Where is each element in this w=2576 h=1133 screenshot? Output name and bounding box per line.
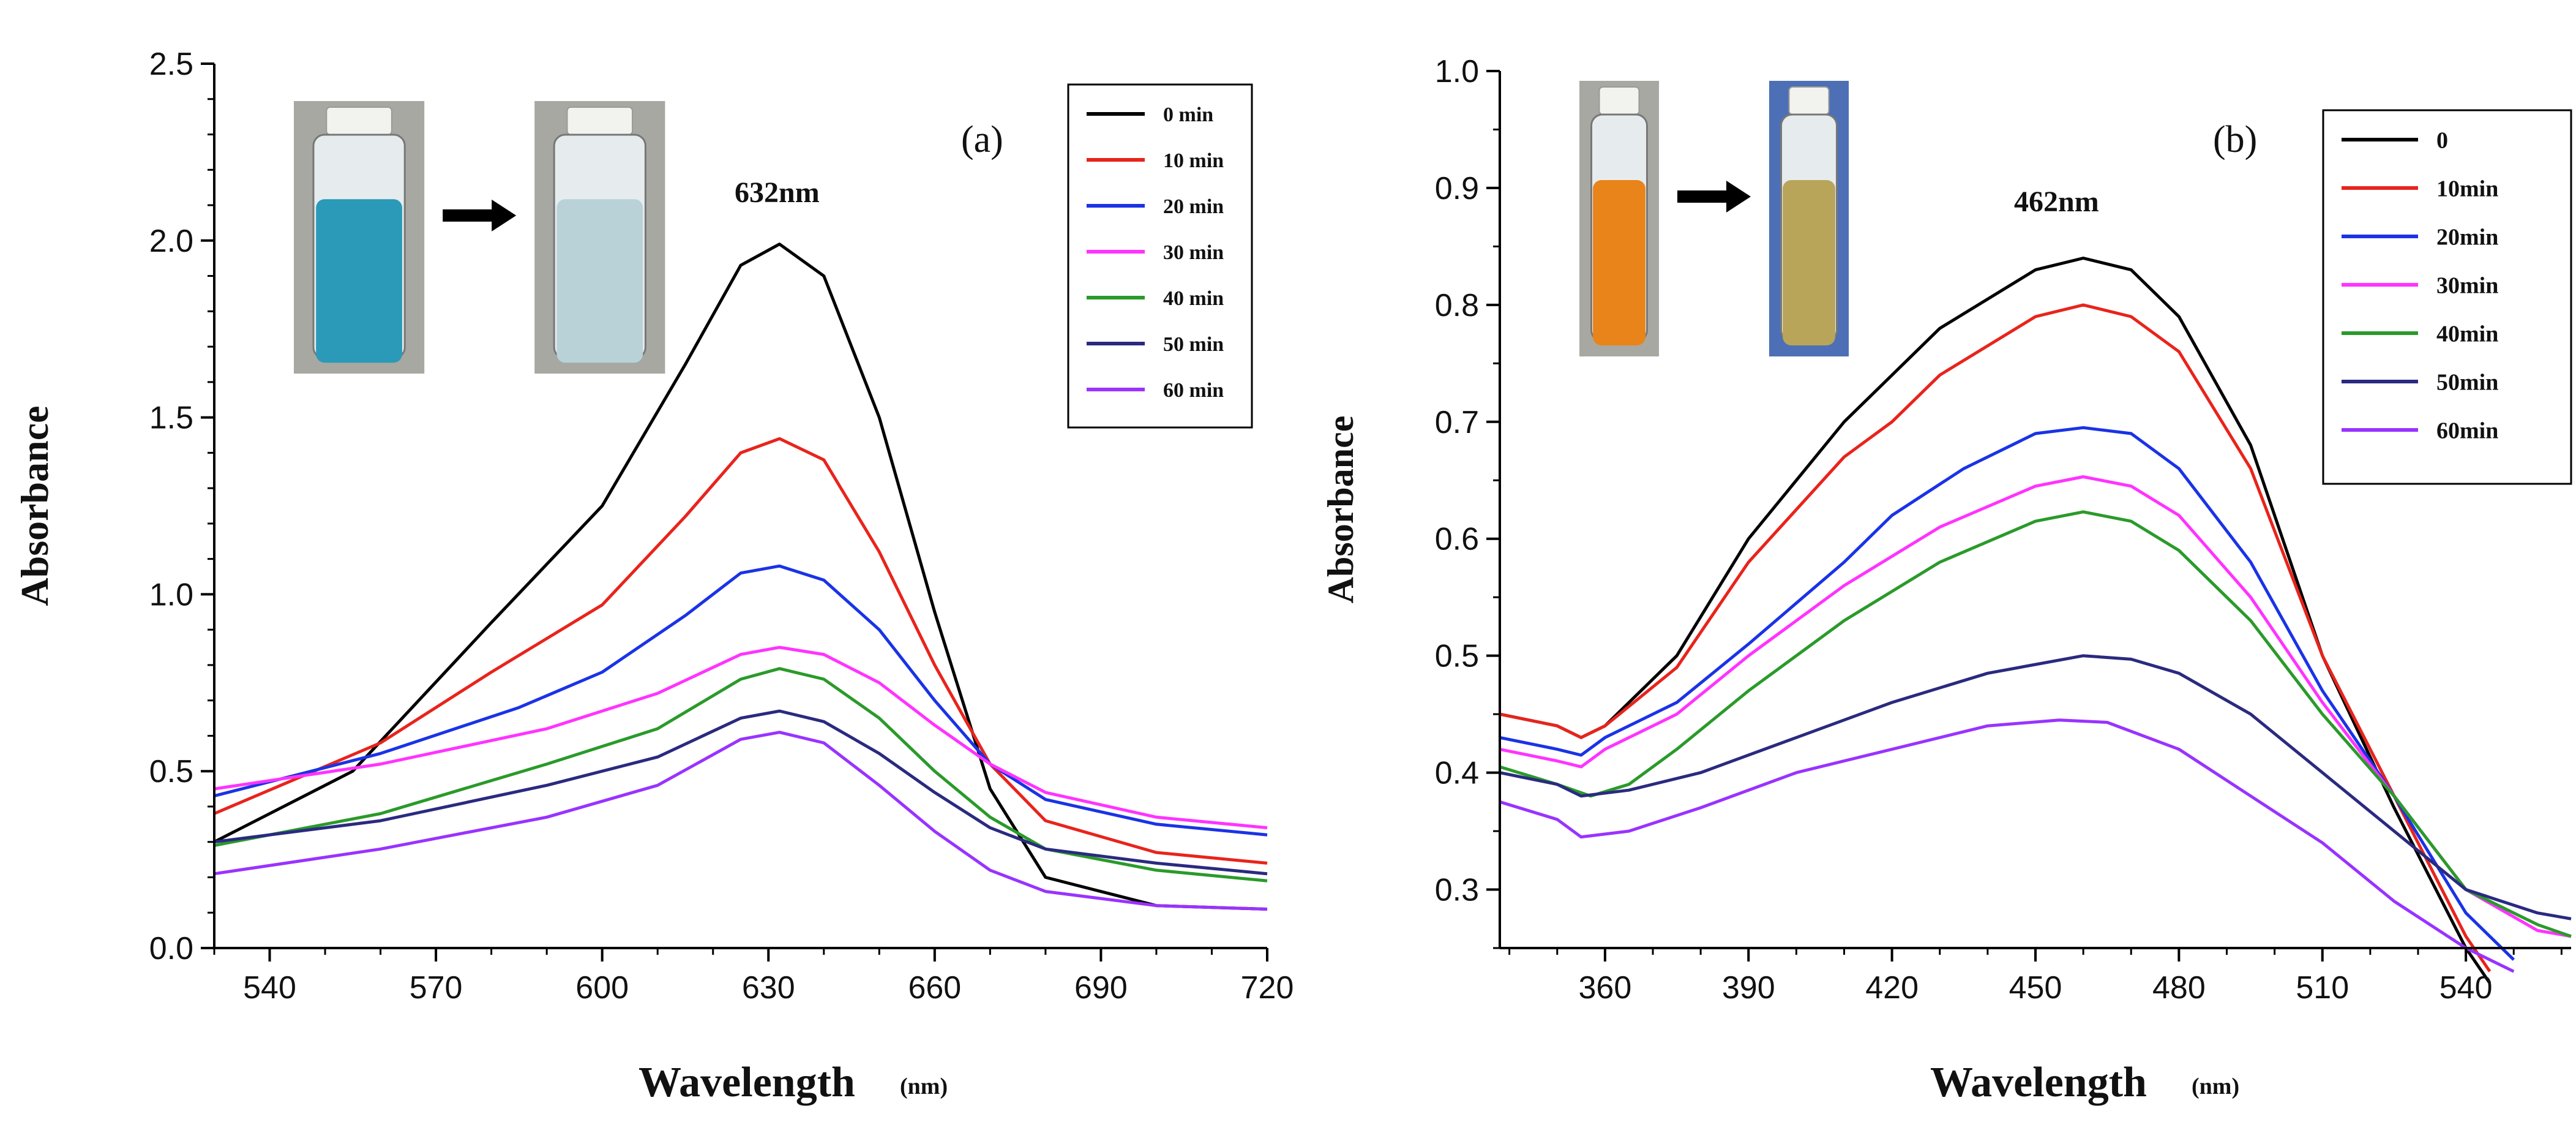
- inset-vial-photo: [1579, 81, 1849, 356]
- series-line-2: [1499, 426, 2515, 961]
- x-tick-label-6: 540: [2439, 970, 2493, 1006]
- legend-label-2: 20 min: [1163, 195, 1224, 218]
- x-axis-title: Wavelength: [638, 1059, 855, 1106]
- legend-label-5: 50min: [2436, 369, 2498, 395]
- x-tick-label-1: 570: [410, 970, 463, 1006]
- series-line-3: [214, 646, 1268, 830]
- series-line-1: [214, 437, 1268, 865]
- vial-before-liquid: [316, 199, 402, 363]
- x-tick-label-2: 420: [1865, 970, 1919, 1006]
- x-tick-label-3: 450: [2009, 970, 2062, 1006]
- vial-after-liquid: [556, 199, 643, 363]
- series-line-5: [1499, 654, 2572, 920]
- y-tick-label-0: 0.3: [1435, 873, 1479, 908]
- series-line-2: [214, 564, 1268, 837]
- arrow-icon: [443, 199, 517, 231]
- y-tick-label-6: 0.9: [1435, 171, 1479, 206]
- series-line-3: [1499, 475, 2572, 938]
- vial-before-cap: [326, 107, 392, 135]
- legend: 0 min 10 min 20 min 30 min 40 min 50 min 60 mi…: [1067, 83, 1253, 429]
- y-tick-label-5: 0.8: [1435, 288, 1479, 323]
- x-tick-label-2: 600: [575, 970, 629, 1006]
- panel-label: (a): [961, 119, 1003, 160]
- y-tick-label-3: 1.5: [149, 401, 193, 436]
- legend-label-1: 10 min: [1163, 149, 1224, 172]
- y-axis-title: Absorbance: [13, 405, 56, 606]
- legend-label-0: 0 min: [1163, 104, 1213, 126]
- series-line-4: [1499, 510, 2572, 938]
- x-tick-label-1: 390: [1722, 970, 1775, 1006]
- y-tick-label-0: 0.0: [149, 931, 193, 966]
- x-tick-label-4: 660: [908, 970, 961, 1006]
- clip-spacer: [2572, 65, 2576, 954]
- y-tick-label-2: 0.5: [1435, 639, 1479, 674]
- legend-label-6: 60 min: [1163, 379, 1224, 402]
- y-tick-label-1: 0.4: [1435, 756, 1479, 791]
- chart-panel-1: 0.3 0.4 0.5 0.6 0.7 0.8 0.9 1.0 360 390 420 450 480 5…: [1320, 54, 2576, 1106]
- chart-panel-0: 0.0 0.5 1.0 1.5 2.0 2.5 540 570 600 630 660 690 720 A…: [13, 47, 1294, 1106]
- x-axis-unit: (nm): [2192, 1074, 2239, 1099]
- y-tick-label-4: 2.0: [149, 224, 193, 259]
- y-axis-title: Absorbance: [1320, 416, 1361, 604]
- arrow-icon: [1677, 181, 1751, 213]
- vial-after-liquid: [1783, 180, 1835, 345]
- panel-label: (b): [2213, 119, 2257, 160]
- x-axis-title: Wavelength: [1930, 1059, 2147, 1106]
- legend-label-2: 20min: [2436, 224, 2498, 250]
- legend-label-4: 40 min: [1163, 287, 1224, 310]
- x-tick-label-4: 480: [2152, 970, 2206, 1006]
- legend: 0 10min 20min 30min 40min 50min 60min: [2322, 109, 2572, 485]
- peak-annotation: 462nm: [2014, 186, 2099, 218]
- y-tick-label-1: 0.5: [149, 754, 193, 789]
- peak-annotation: 632nm: [735, 176, 820, 209]
- legend-label-1: 10min: [2436, 176, 2498, 201]
- legend-label-5: 50 min: [1163, 333, 1224, 356]
- legend-box: [1067, 83, 1253, 429]
- legend-label-3: 30min: [2436, 273, 2498, 298]
- vial-after-cap: [1788, 86, 1830, 115]
- x-tick-label-5: 690: [1074, 970, 1128, 1006]
- y-tick-label-2: 1.0: [149, 577, 193, 612]
- series-line-1: [1499, 303, 2492, 973]
- legend-label-3: 30 min: [1163, 241, 1224, 264]
- x-tick-label-3: 630: [742, 970, 795, 1006]
- series-line-6: [214, 731, 1268, 911]
- series-line-0: [213, 243, 1268, 911]
- y-tick-label-5: 2.5: [149, 47, 193, 82]
- y-tick-label-3: 0.6: [1435, 522, 1479, 557]
- x-tick-label-5: 510: [2296, 970, 2349, 1006]
- y-tick-label-7: 1.0: [1435, 54, 1479, 89]
- x-axis-unit: (nm): [900, 1074, 948, 1099]
- x-tick-label-0: 540: [243, 970, 296, 1006]
- vial-before-liquid: [1593, 180, 1646, 345]
- series-line-6: [1499, 718, 2515, 973]
- y-tick-label-4: 0.7: [1435, 405, 1479, 440]
- legend-label-0: 0: [2436, 127, 2448, 153]
- vial-after-cap: [566, 107, 634, 135]
- legend-label-4: 40min: [2436, 321, 2498, 347]
- series-line-5: [214, 709, 1268, 876]
- x-tick-label-0: 360: [1578, 970, 1631, 1006]
- legend-box: [2322, 109, 2572, 485]
- vial-before-cap: [1598, 86, 1640, 115]
- inset-vial-photo: [294, 101, 665, 374]
- x-tick-label-6: 720: [1241, 970, 1294, 1006]
- legend-label-6: 60min: [2436, 418, 2498, 443]
